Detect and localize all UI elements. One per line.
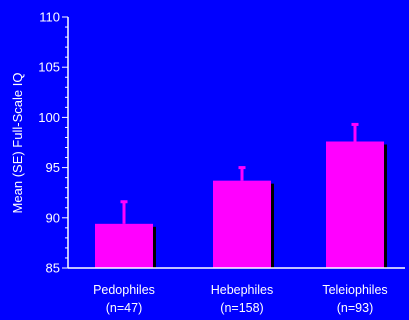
category-label: Teleiophiles [322, 283, 387, 297]
bar [213, 180, 271, 268]
category-count-label: (n=47) [106, 301, 142, 315]
category-count-label: (n=158) [220, 301, 263, 315]
error-bars [120, 122, 359, 224]
y-axis-title: Mean (SE) Full-Scale IQ [10, 73, 25, 214]
y-tick-label: 105 [38, 60, 60, 75]
y-tick-label: 100 [38, 110, 60, 125]
bar [326, 141, 384, 268]
category-label: Hebephiles [211, 283, 274, 297]
y-axis-ticks: 85 90 95 100 105 110 [38, 10, 68, 276]
y-tick-label: 110 [39, 10, 60, 25]
y-tick-label: 90 [46, 210, 60, 225]
category-labels: Pedophiles (n=47) Hebephiles (n=158) Teleiop… [93, 283, 388, 315]
bar [95, 223, 153, 268]
category-label: Pedophiles [93, 283, 155, 297]
category-count-label: (n=93) [337, 301, 373, 315]
bars [95, 141, 387, 268]
y-tick-label: 95 [46, 160, 60, 175]
y-tick-label: 85 [46, 261, 60, 276]
